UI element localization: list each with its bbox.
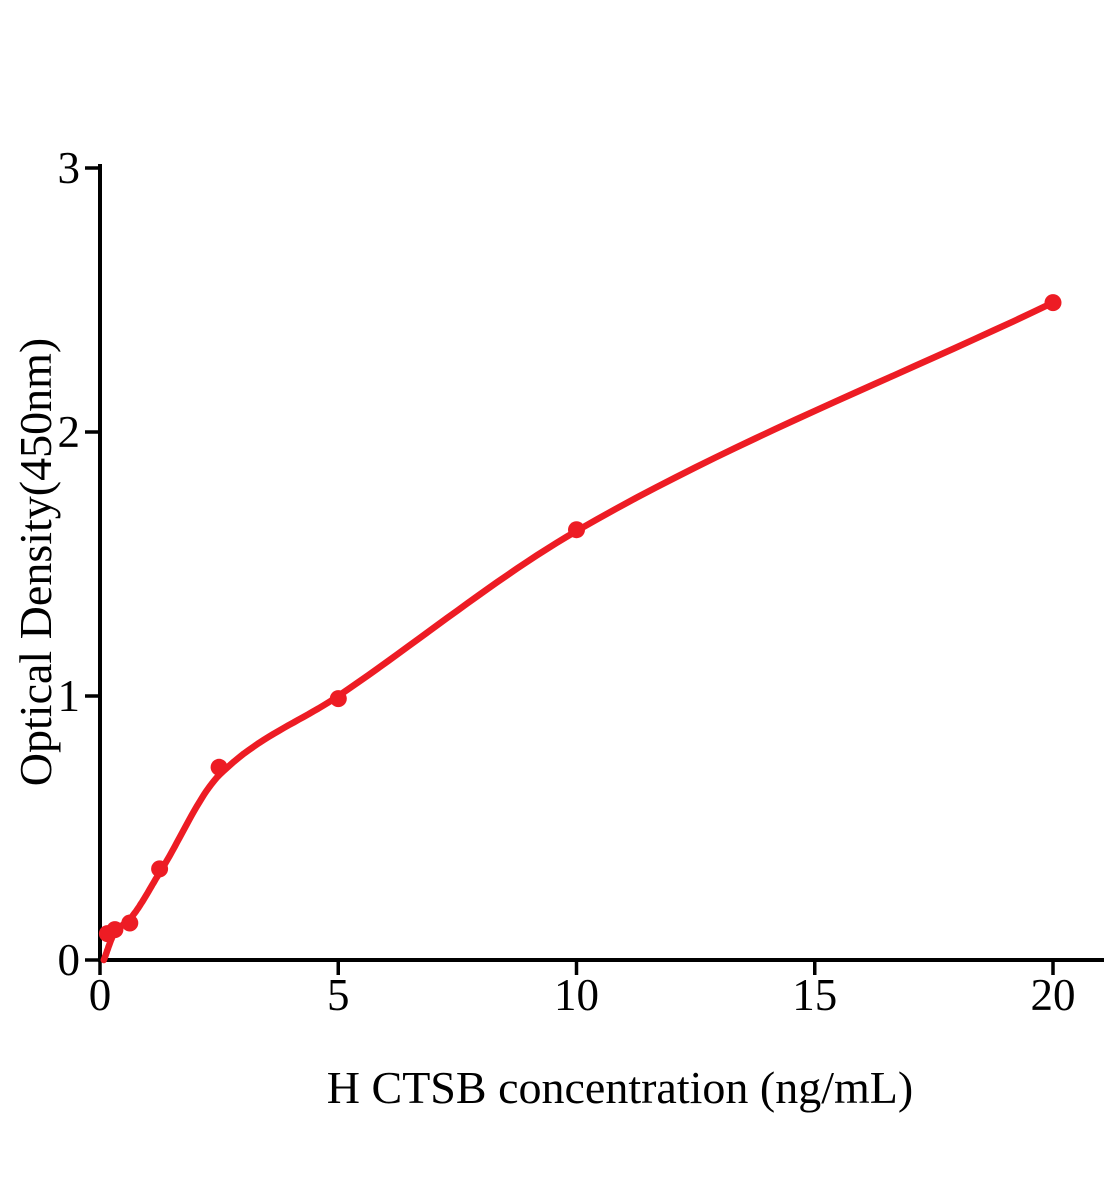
data-point: [568, 521, 585, 539]
data-point: [1044, 294, 1062, 312]
data-point: [329, 690, 347, 708]
x-tick-label: 15: [792, 970, 837, 1020]
y-axis-title: Optical Density(450nm): [10, 337, 61, 787]
x-tick-label: 10: [554, 970, 599, 1020]
x-tick-label: 20: [1031, 970, 1076, 1020]
data-point: [151, 860, 169, 878]
x-tick-label: 0: [89, 970, 112, 1020]
x-axis-title: H CTSB concentration (ng/mL): [326, 1062, 914, 1113]
y-tick-label: 1: [58, 671, 81, 721]
data-point: [121, 914, 139, 932]
y-tick-label: 0: [58, 935, 81, 985]
x-tick-label: 5: [327, 970, 350, 1020]
fit-curve: [100, 299, 1057, 964]
y-tick-label: 3: [58, 143, 81, 193]
data-point: [106, 921, 124, 939]
data-point: [210, 758, 228, 776]
y-tick-label: 2: [58, 407, 81, 457]
